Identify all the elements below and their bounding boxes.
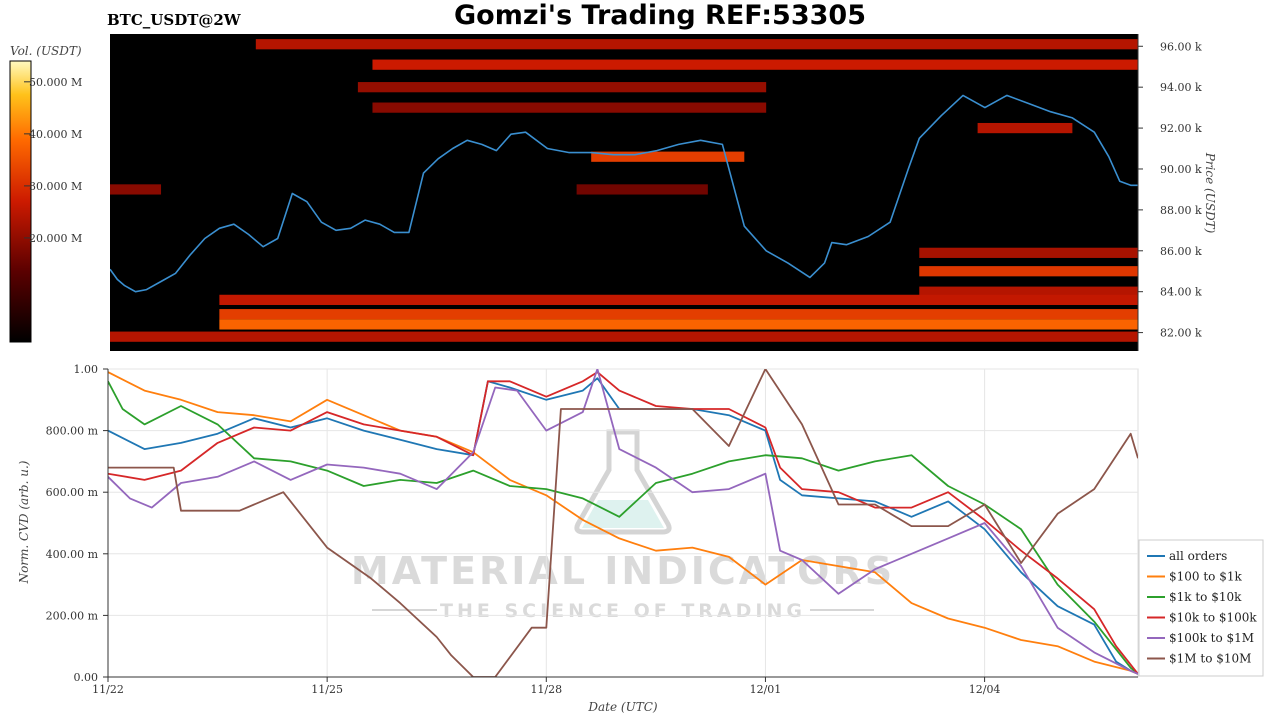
cvd-x-tick-label: 11/28 bbox=[530, 683, 562, 696]
legend-label: all orders bbox=[1169, 549, 1227, 563]
legend-label: $100 to $1k bbox=[1169, 570, 1242, 584]
heatmap-y-tick-label: 96.00 k bbox=[1160, 40, 1202, 53]
legend-label: $1M to $10M bbox=[1169, 652, 1251, 666]
heatmap-band bbox=[919, 247, 1138, 258]
symbol-label: BTC_USDT@2W bbox=[107, 11, 242, 29]
price-line bbox=[110, 94, 1138, 293]
chart-title: Gomzi's Trading REF:53305 bbox=[454, 0, 866, 31]
colorbar-tick-label: 40.000 M bbox=[29, 128, 82, 141]
heatmap-band bbox=[919, 286, 1138, 297]
legend: all orders $100 to $1k $1k to $10k $10k to … bbox=[1138, 539, 1264, 677]
heatmap-band bbox=[591, 151, 745, 162]
heatmap-y-tick-label: 94.00 k bbox=[1160, 81, 1202, 94]
heatmap-y-tick-label: 92.00 k bbox=[1160, 122, 1202, 135]
heatmap-band bbox=[219, 319, 1138, 330]
heatmap-band bbox=[576, 184, 708, 195]
heatmap-band bbox=[372, 59, 1138, 70]
watermark-main: MATERIAL INDICATORS bbox=[351, 549, 895, 593]
heatmap-band bbox=[919, 266, 1138, 277]
cvd-panel: 1.00 800.00 m 600.00 m 400.00 m 200.00 m 0.00… bbox=[17, 363, 1139, 714]
legend-box bbox=[1138, 539, 1264, 677]
cvd-y-axis-title: Norm. CVD (arb. u.) bbox=[17, 460, 31, 584]
cvd-series-line bbox=[108, 369, 1138, 677]
heatmap-y-tick-label: 84.00 k bbox=[1160, 286, 1202, 299]
watermark-tagline: THE SCIENCE OF TRADING bbox=[440, 600, 806, 622]
colorbar-title: Vol. (USDT) bbox=[10, 44, 82, 58]
legend-label: $10k to $100k bbox=[1169, 611, 1257, 625]
cvd-y-tick-label: 600.00 m bbox=[46, 486, 99, 499]
cvd-y-tick-label: 1.00 bbox=[74, 363, 99, 376]
heatmap-band bbox=[372, 102, 767, 113]
legend-label: $100k to $1M bbox=[1169, 631, 1254, 645]
cvd-series-line bbox=[108, 371, 1138, 675]
cvd-x-tick-label: 11/22 bbox=[92, 683, 124, 696]
cvd-y-tick-label: 0.00 bbox=[74, 671, 99, 684]
heatmap-band bbox=[977, 122, 1073, 134]
colorbar: Vol. (USDT) 50.000 M 40.000 M 30.000 M 20.0… bbox=[9, 44, 82, 343]
colorbar-tick-label: 50.000 M bbox=[29, 76, 82, 89]
legend-label: $1k to $10k bbox=[1169, 590, 1242, 604]
cvd-y-tick-label: 200.00 m bbox=[46, 609, 99, 622]
heatmap-band bbox=[255, 39, 1138, 50]
cvd-x-axis-title: Date (UTC) bbox=[587, 700, 657, 714]
colorbar-tick-label: 20.000 M bbox=[29, 232, 82, 245]
heatmap-y-tick-label: 82.00 k bbox=[1160, 327, 1202, 340]
heatmap-band bbox=[110, 184, 162, 195]
cvd-x-tick-label: 11/25 bbox=[311, 683, 343, 696]
heatmap-y-axis-title: Price (USDT) bbox=[1203, 152, 1217, 234]
cvd-y-tick-label: 400.00 m bbox=[46, 548, 99, 561]
heatmap-band bbox=[110, 331, 1138, 342]
cvd-x-tick-label: 12/01 bbox=[750, 683, 782, 696]
heatmap-y-tick-label: 90.00 k bbox=[1160, 163, 1202, 176]
heatmap-panel: 96.00 k 94.00 k 92.00 k 90.00 k 88.00 k 86.00… bbox=[110, 34, 1217, 351]
heatmap-y-tick-label: 88.00 k bbox=[1160, 204, 1202, 217]
colorbar-gradient bbox=[9, 60, 32, 343]
heatmap-band bbox=[219, 309, 1138, 320]
cvd-y-tick-label: 800.00 m bbox=[46, 425, 99, 438]
heatmap-band bbox=[219, 294, 1138, 305]
watermark: MATERIAL INDICATORS THE SCIENCE OF TRADI… bbox=[351, 429, 895, 622]
cvd-x-tick-label: 12/04 bbox=[969, 683, 1001, 696]
flask-icon bbox=[574, 429, 672, 535]
heatmap-y-tick-label: 86.00 k bbox=[1160, 245, 1202, 258]
colorbar-tick-label: 30.000 M bbox=[29, 180, 82, 193]
heatmap-band bbox=[357, 82, 767, 93]
